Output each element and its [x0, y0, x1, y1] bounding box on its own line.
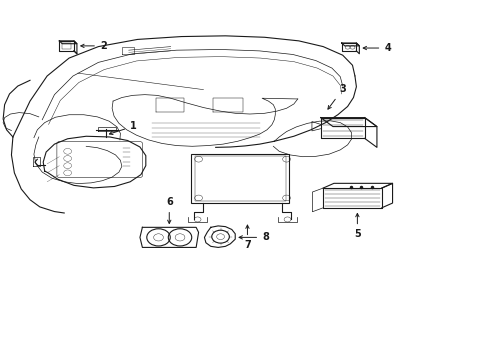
- Text: 2: 2: [81, 41, 107, 51]
- Text: 5: 5: [354, 213, 361, 239]
- Text: 8: 8: [239, 232, 269, 242]
- Text: 1: 1: [109, 121, 137, 135]
- Text: 3: 3: [328, 84, 346, 109]
- Bar: [195, 156, 286, 201]
- Bar: [191, 154, 289, 203]
- Text: 7: 7: [244, 225, 251, 250]
- Text: 4: 4: [363, 43, 391, 53]
- Text: 6: 6: [166, 197, 172, 224]
